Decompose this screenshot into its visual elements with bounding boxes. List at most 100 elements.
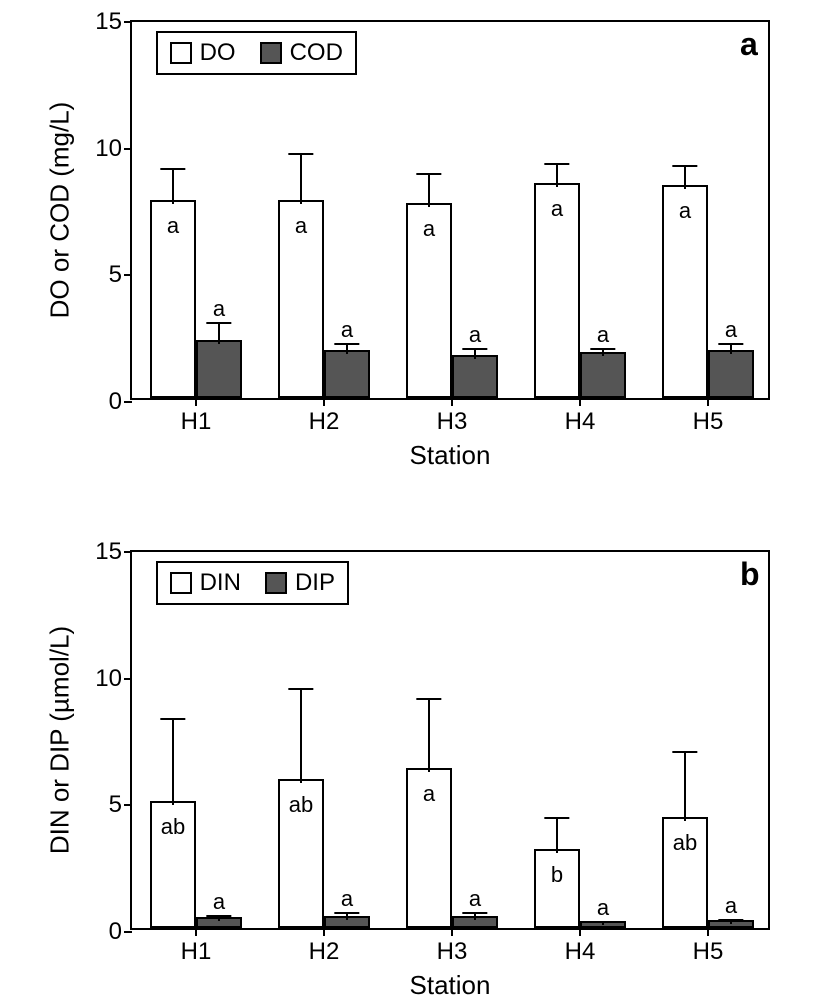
error-bar-cap — [288, 153, 313, 155]
bar — [534, 849, 580, 928]
x-tick-label: H1 — [181, 928, 212, 966]
y-tick-label: 5 — [109, 261, 132, 289]
error-bar-cap — [544, 817, 569, 819]
error-bar-cap — [462, 912, 487, 914]
bar — [196, 340, 242, 398]
bar-sig-label: a — [725, 893, 737, 919]
legend-item: DIP — [265, 569, 335, 597]
panel-letter: b — [740, 556, 760, 593]
legend-label: DIP — [295, 569, 335, 597]
error-bar-line — [474, 913, 476, 920]
legend-label: COD — [290, 39, 343, 67]
error-bar-line — [684, 752, 686, 820]
bar-sig-label: a — [295, 213, 307, 239]
error-bar-line — [556, 164, 558, 187]
x-tick-label: H2 — [309, 928, 340, 966]
legend-swatch — [170, 42, 192, 64]
bar-sig-label: a — [469, 886, 481, 912]
legend: DIN DIP — [156, 561, 349, 605]
bar-sig-label: a — [423, 216, 435, 242]
y-tick-label: 15 — [95, 8, 132, 36]
y-tick-label: 15 — [95, 538, 132, 566]
panel-letter: a — [740, 26, 758, 63]
bar — [324, 350, 370, 398]
bar — [452, 355, 498, 398]
error-bar-cap — [590, 348, 615, 350]
figure: 051015H1H2H3H4H5aaaaaaaaaaDO or COD (mg/… — [0, 0, 827, 1005]
x-tick-label: H5 — [693, 398, 724, 436]
legend-swatch — [170, 572, 192, 594]
bar-sig-label: a — [597, 895, 609, 921]
x-tick-label: H4 — [565, 928, 596, 966]
x-tick-label: H3 — [437, 928, 468, 966]
bar-sig-label: a — [213, 889, 225, 915]
error-bar-line — [474, 349, 476, 359]
error-bar-cap — [288, 688, 313, 690]
bar-sig-label: ab — [289, 792, 313, 818]
error-bar-cap — [160, 168, 185, 170]
bar-sig-label: a — [167, 213, 179, 239]
bar-sig-label: a — [423, 781, 435, 807]
x-tick-label: H4 — [565, 398, 596, 436]
legend-item: DO — [170, 39, 236, 67]
y-tick-label: 5 — [109, 791, 132, 819]
x-tick-label: H2 — [309, 398, 340, 436]
bar-sig-label: a — [679, 198, 691, 224]
legend: DO COD — [156, 31, 357, 75]
y-tick-label: 10 — [95, 665, 132, 693]
bar-sig-label: a — [551, 196, 563, 222]
error-bar-cap — [462, 348, 487, 350]
error-bar-line — [346, 913, 348, 920]
error-bar-cap — [160, 718, 185, 720]
bar-sig-label: a — [341, 886, 353, 912]
plot-area-a: 051015H1H2H3H4H5aaaaaaaaaa — [130, 20, 770, 400]
bar-sig-label: a — [341, 317, 353, 343]
bar-sig-label: a — [469, 322, 481, 348]
error-bar-line — [428, 174, 430, 207]
legend-label: DIN — [200, 569, 241, 597]
bar-sig-label: ab — [673, 830, 697, 856]
error-bar-line — [428, 699, 430, 772]
error-bar-line — [730, 344, 732, 354]
error-bar-cap — [206, 915, 231, 917]
x-tick-label: H3 — [437, 398, 468, 436]
legend-swatch — [265, 572, 287, 594]
plot-area-b: 051015H1H2H3H4H5ababababaaaaa — [130, 550, 770, 930]
x-axis-title: Station — [410, 970, 491, 1001]
error-bar-cap — [416, 173, 441, 175]
error-bar-cap — [544, 163, 569, 165]
y-tick-label: 0 — [109, 918, 132, 946]
error-bar-line — [218, 323, 220, 343]
error-bar-line — [172, 719, 174, 805]
legend-swatch — [260, 42, 282, 64]
error-bar-line — [684, 166, 686, 189]
y-tick-label: 10 — [95, 135, 132, 163]
error-bar-cap — [206, 322, 231, 324]
error-bar-line — [602, 349, 604, 357]
legend-label: DO — [200, 39, 236, 67]
error-bar-line — [300, 689, 302, 783]
error-bar-line — [346, 344, 348, 354]
error-bar-line — [300, 154, 302, 205]
bar — [580, 352, 626, 398]
bar — [708, 350, 754, 398]
error-bar-cap — [672, 165, 697, 167]
legend-item: DIN — [170, 569, 241, 597]
error-bar-cap — [334, 912, 359, 914]
error-bar-cap — [718, 919, 743, 921]
y-axis-title: DO or COD (mg/L) — [45, 102, 76, 319]
error-bar-cap — [718, 343, 743, 345]
y-axis-title: DIN or DIP (µmol/L) — [45, 626, 76, 854]
error-bar-cap — [590, 921, 615, 923]
error-bar-line — [556, 818, 558, 853]
y-tick-label: 0 — [109, 388, 132, 416]
bar-sig-label: ab — [161, 814, 185, 840]
legend-item: COD — [260, 39, 343, 67]
bar-sig-label: b — [551, 862, 563, 888]
x-tick-label: H5 — [693, 928, 724, 966]
x-axis-title: Station — [410, 440, 491, 471]
bar-sig-label: a — [213, 296, 225, 322]
error-bar-line — [172, 169, 174, 204]
bar-sig-label: a — [597, 322, 609, 348]
error-bar-cap — [416, 698, 441, 700]
